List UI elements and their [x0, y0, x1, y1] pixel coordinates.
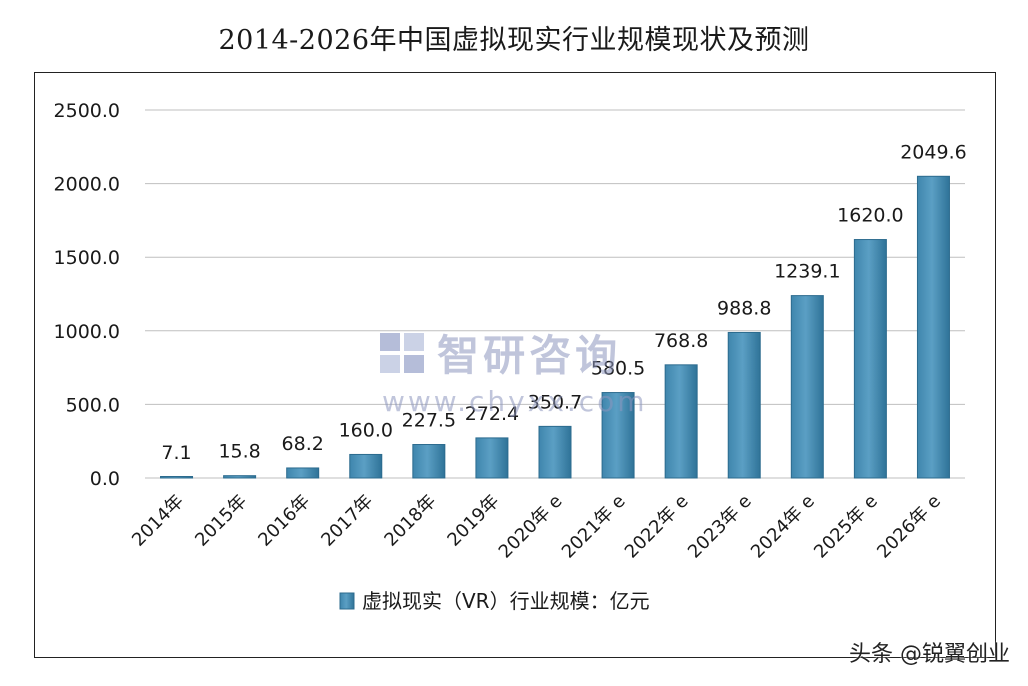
bar: [601, 392, 635, 479]
y-tick-label: 500.0: [66, 394, 120, 416]
x-tick-label: 2020年 e: [495, 491, 567, 563]
data-label: 160.0: [339, 419, 393, 441]
data-label: 988.8: [717, 297, 771, 319]
data-label: 768.8: [654, 330, 708, 352]
x-tick-label: 2021年 e: [558, 491, 630, 563]
data-label: 68.2: [282, 433, 324, 455]
x-tick-label: 2023年 e: [684, 491, 756, 563]
y-tick-label: 1500.0: [54, 247, 120, 269]
bar: [475, 437, 509, 479]
x-tick-label: 2024年 e: [747, 491, 819, 563]
data-label: 1239.1: [774, 261, 840, 283]
y-tick-label: 0.0: [90, 468, 120, 490]
legend-swatch: [339, 592, 355, 610]
x-tick-label: 2014年: [128, 491, 188, 551]
x-tick-label: 2019年: [443, 491, 503, 551]
source-credit: 头条 @锐翼创业: [849, 642, 1010, 667]
y-tick-label: 2000.0: [54, 174, 120, 196]
data-label: 2049.6: [900, 141, 966, 163]
bar: [160, 476, 194, 479]
bar: [853, 239, 887, 479]
data-label: 227.5: [402, 410, 456, 432]
x-tick-label: 2017年: [317, 491, 377, 551]
data-label: 7.1: [161, 442, 191, 464]
data-label: 15.8: [218, 441, 260, 463]
x-tick-label: 2015年: [191, 491, 251, 551]
bar: [664, 364, 698, 479]
data-label: 580.5: [591, 358, 645, 380]
legend-label: 虚拟现实（VR）行业规模：亿元: [362, 589, 650, 613]
bar: [286, 467, 320, 479]
y-tick-label: 2500.0: [54, 100, 120, 122]
y-tick-label: 1000.0: [54, 321, 120, 343]
x-tick-label: 2018年: [380, 491, 440, 551]
chart-title: 2014-2026年中国虚拟现实行业规模现状及预测: [218, 25, 810, 56]
bar: [349, 453, 383, 479]
bar: [727, 331, 761, 479]
data-label: 1620.0: [837, 205, 903, 227]
bar: [538, 425, 572, 479]
data-label: 272.4: [465, 403, 519, 425]
x-tick-label: 2022年 e: [621, 491, 693, 563]
x-tick-label: 2025年 e: [810, 491, 882, 563]
bar: [916, 175, 950, 479]
x-tick-label: 2026年 e: [873, 491, 945, 563]
x-tick-label: 2016年: [254, 491, 314, 551]
bar: [412, 444, 446, 479]
chart-frame: [34, 72, 996, 658]
bar: [223, 475, 257, 479]
bar: [790, 295, 824, 479]
data-label: 350.7: [528, 391, 582, 413]
